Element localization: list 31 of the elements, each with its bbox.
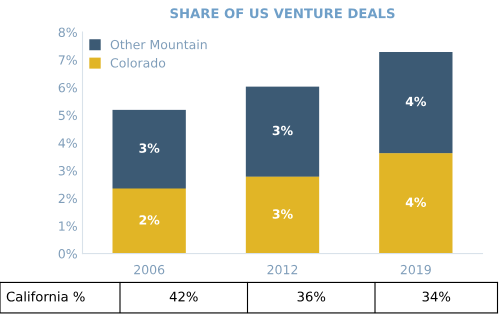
data-label: 4% <box>406 96 426 106</box>
y-tick-label: 0% <box>58 249 77 259</box>
bar <box>246 176 320 254</box>
legend-label: Colorado <box>110 58 166 68</box>
bar <box>379 153 452 254</box>
y-tick-label: 4% <box>58 138 77 148</box>
data-label: 3% <box>272 126 293 136</box>
bar <box>112 110 186 189</box>
data-label: 2% <box>140 215 160 225</box>
bar <box>379 52 452 154</box>
data-label: 3% <box>272 209 293 219</box>
text: 36% <box>298 292 326 302</box>
data-label: 3% <box>139 143 160 153</box>
x-tick-label: 2006 <box>134 264 164 274</box>
y-tick-label: 3% <box>58 166 77 176</box>
y-tick-label: 7% <box>58 55 77 65</box>
x-tick-label: 2012 <box>268 264 298 274</box>
y-tick-label: 8% <box>58 28 77 38</box>
y-tick-label: 2% <box>58 194 77 204</box>
chart-title: SHARE OF US VENTURE DEALS <box>170 8 395 18</box>
x-tick-label: 2019 <box>400 264 431 274</box>
text: 42% <box>170 292 198 302</box>
bar <box>246 86 320 177</box>
text: 34% <box>422 292 450 302</box>
bar <box>112 188 186 254</box>
data-label: 4% <box>406 198 426 207</box>
legend-label: Other Mountain <box>110 40 207 50</box>
text: California % <box>6 291 85 302</box>
y-tick-label: 5% <box>58 110 77 120</box>
y-tick-label: 1% <box>59 221 77 231</box>
y-tick-label: 6% <box>58 82 77 92</box>
